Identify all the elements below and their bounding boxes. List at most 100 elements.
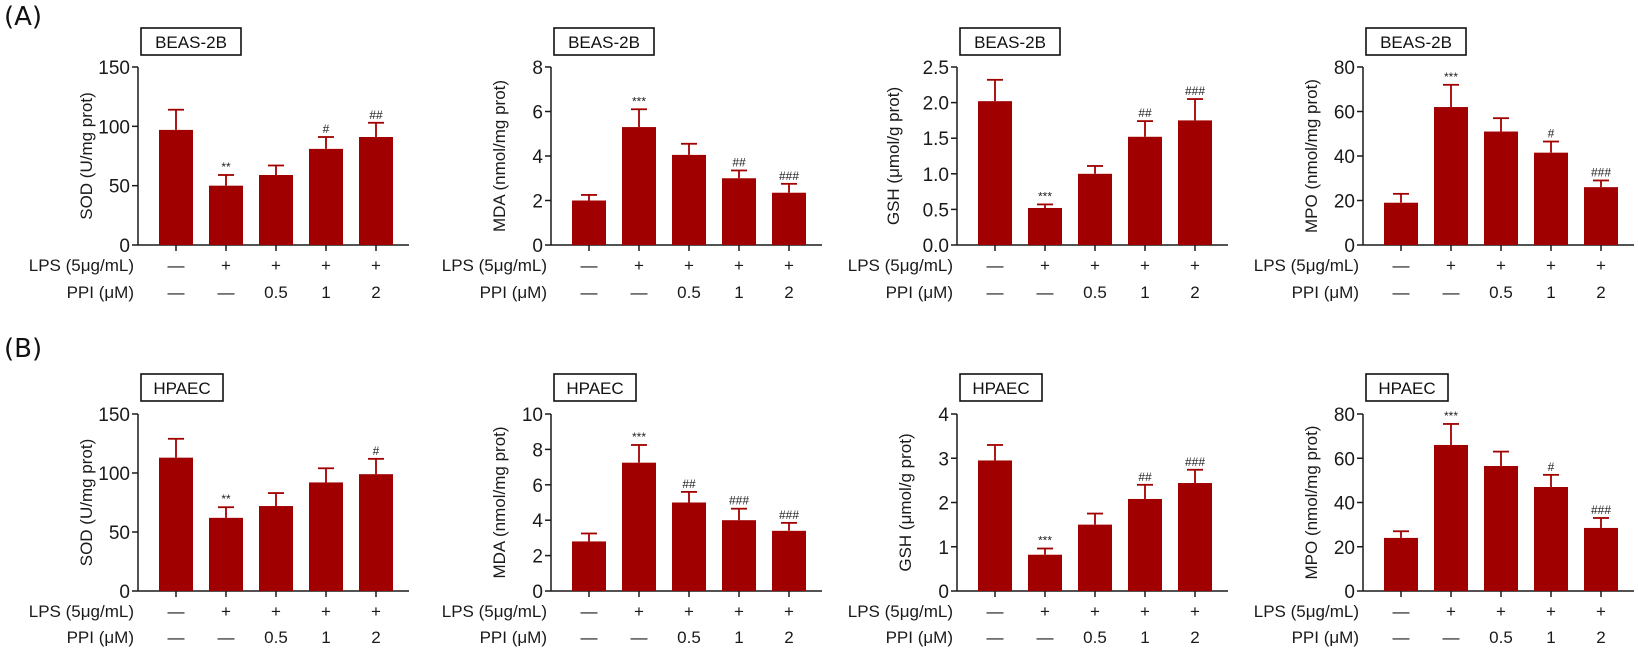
panel-letter-b: (B)	[4, 334, 43, 364]
lps-condition-value: +	[1496, 602, 1506, 621]
ppi-condition-value: 0.5	[264, 283, 288, 302]
bar-lps-ppi-1	[309, 482, 343, 591]
y-tick-label: 40	[1334, 147, 1355, 168]
ppi-row-label: PPI (μM)	[1292, 628, 1359, 647]
y-tick-label: 6	[532, 103, 543, 124]
y-tick-label: 50	[109, 523, 130, 544]
ppi-condition-value: 2	[371, 628, 380, 647]
cell-line-title-box	[959, 27, 1061, 56]
ppi-condition-value: 1	[734, 283, 743, 302]
panel-letter-a: (A)	[4, 2, 43, 32]
bar-lps	[1434, 107, 1468, 245]
bar-lps-ppi-1	[722, 520, 756, 591]
bar-lps-ppi-0-5	[1078, 524, 1112, 591]
lps-condition-value: —	[1393, 602, 1410, 621]
significance-marker: ##	[1138, 106, 1152, 120]
y-axis-label: MDA (nmol/mg prot)	[490, 80, 509, 232]
y-tick-label: 2	[532, 192, 543, 213]
ppi-condition-value: 0.5	[1083, 628, 1107, 647]
lps-row-label: LPS (5μg/mL)	[442, 256, 547, 275]
y-tick-label: 1	[938, 538, 949, 559]
ppi-condition-value: 2	[1596, 628, 1605, 647]
y-tick-label: 50	[109, 177, 130, 198]
lps-condition-value: +	[1140, 256, 1150, 275]
lps-condition-value: +	[734, 256, 744, 275]
y-axis-label: MDA (nmol/mg prot)	[490, 426, 509, 578]
lps-row-label: LPS (5μg/mL)	[1254, 602, 1359, 621]
lps-condition-value: +	[684, 602, 694, 621]
ppi-condition-value: 0.5	[677, 628, 701, 647]
bar-lps-ppi-1	[1534, 487, 1568, 591]
ppi-condition-value: 2	[784, 283, 793, 302]
bar-lps-ppi-1	[1534, 152, 1568, 245]
lps-condition-value: —	[987, 256, 1004, 275]
ppi-row-label: PPI (μM)	[1292, 283, 1359, 302]
cell-line-title: HPAEC	[153, 379, 210, 398]
y-tick-label: 60	[1334, 103, 1355, 124]
lps-condition-value: +	[1140, 602, 1150, 621]
bar-lps-ppi-1	[722, 178, 756, 245]
ppi-row-label: PPI (μM)	[480, 628, 547, 647]
bar-lps-ppi-2	[359, 474, 393, 591]
significance-marker: ##	[732, 155, 746, 169]
cell-line-title-box	[553, 373, 637, 402]
ppi-condition-value: —	[987, 628, 1004, 647]
y-tick-label: 100	[98, 464, 130, 485]
ppi-condition-value: —	[1443, 283, 1460, 302]
lps-row-label: LPS (5μg/mL)	[442, 602, 547, 621]
bar-lps-ppi-2	[1584, 527, 1618, 591]
significance-marker: ***	[1038, 189, 1052, 203]
y-tick-label: 0	[532, 582, 543, 603]
ppi-condition-value: 2	[371, 283, 380, 302]
cell-line-title-box	[553, 27, 655, 56]
ppi-condition-value: 1	[321, 628, 330, 647]
bar-lps-ppi-0-5	[1078, 173, 1112, 245]
lps-condition-value: +	[221, 256, 231, 275]
lps-row-label: LPS (5μg/mL)	[29, 602, 134, 621]
ppi-condition-value: 1	[1140, 628, 1149, 647]
lps-condition-value: —	[1393, 256, 1410, 275]
lps-condition-value: +	[221, 602, 231, 621]
y-tick-label: 0.0	[923, 236, 949, 257]
cell-line-title-box	[959, 373, 1043, 402]
y-tick-label: 1.5	[923, 129, 949, 150]
y-tick-label: 80	[1334, 405, 1355, 426]
lps-condition-value: +	[1090, 256, 1100, 275]
lps-condition-value: —	[168, 602, 185, 621]
cell-line-title: BEAS-2B	[568, 33, 640, 52]
ppi-condition-value: 0.5	[1083, 283, 1107, 302]
bar-lps-ppi-0-5	[259, 174, 293, 245]
ppi-row-label: PPI (μM)	[886, 628, 953, 647]
y-tick-label: 100	[98, 117, 130, 138]
y-tick-label: 2	[938, 494, 949, 515]
significance-marker: **	[221, 160, 231, 174]
significance-marker: ###	[729, 494, 749, 508]
ppi-condition-value: 1	[1140, 283, 1149, 302]
lps-row-label: LPS (5μg/mL)	[848, 256, 953, 275]
lps-condition-value: +	[1090, 602, 1100, 621]
ppi-condition-value: —	[631, 283, 648, 302]
bar-lps-ppi-2	[1178, 483, 1212, 591]
lps-condition-value: +	[1446, 256, 1456, 275]
y-tick-label: 8	[532, 58, 543, 79]
y-tick-label: 20	[1334, 192, 1355, 213]
ppi-condition-value: —	[168, 628, 185, 647]
y-tick-label: 150	[98, 405, 130, 426]
significance-marker: ##	[682, 477, 696, 491]
y-tick-label: 6	[532, 476, 543, 497]
significance-marker: #	[373, 444, 380, 458]
ppi-condition-value: 0.5	[264, 628, 288, 647]
y-tick-label: 3	[938, 449, 949, 470]
bar-lps-ppi-2	[772, 192, 806, 245]
ppi-condition-value: 1	[321, 283, 330, 302]
y-axis-label: SOD (U/mg prot)	[77, 92, 96, 220]
bar-control	[159, 457, 193, 591]
bar-control	[1384, 202, 1418, 245]
lps-condition-value: +	[371, 256, 381, 275]
lps-condition-value: +	[1496, 256, 1506, 275]
y-axis-label: SOD (U/mg prot)	[77, 439, 96, 567]
